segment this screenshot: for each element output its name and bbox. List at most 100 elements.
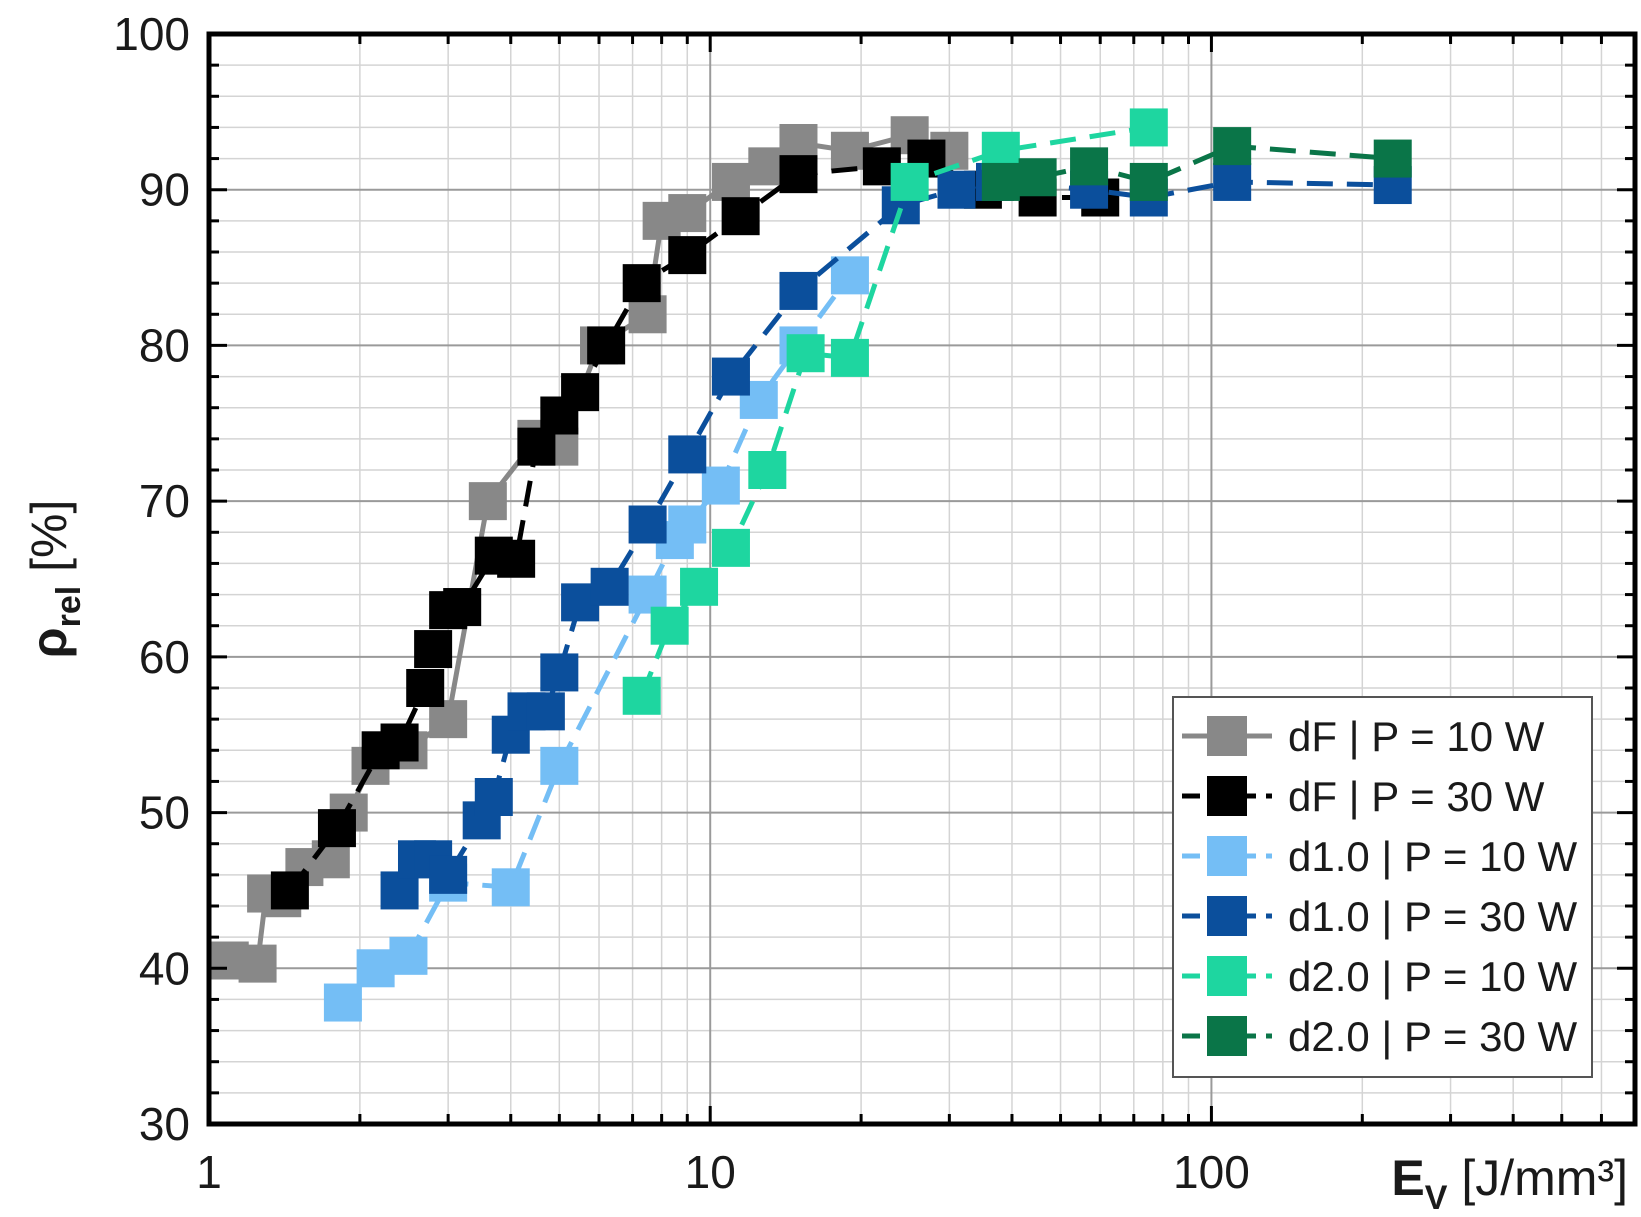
x-axis-symbol: E bbox=[1391, 1150, 1424, 1206]
data-point bbox=[356, 949, 395, 988]
y-tick-label: 80 bbox=[139, 319, 190, 371]
data-point bbox=[721, 197, 760, 236]
x-tick-label: 1 bbox=[196, 1146, 222, 1198]
legend-marker bbox=[1207, 716, 1247, 756]
legend-label: d1.0 | P = 10 W bbox=[1288, 833, 1577, 880]
data-point bbox=[389, 936, 428, 975]
y-tick-label: 100 bbox=[113, 8, 190, 60]
legend-marker bbox=[1207, 896, 1247, 936]
data-point bbox=[830, 338, 869, 377]
legend-item-5: d2.0 | P = 10 W bbox=[1182, 953, 1577, 1000]
y-tick-label: 90 bbox=[139, 164, 190, 216]
legend-label: d1.0 | P = 30 W bbox=[1288, 893, 1577, 940]
data-point bbox=[628, 505, 667, 544]
data-point bbox=[668, 236, 707, 275]
data-point bbox=[830, 131, 869, 170]
legend: dF | P = 10 W dF | P = 30 W d1.0 | P = 10 … bbox=[1172, 696, 1593, 1078]
series-5 bbox=[622, 108, 1168, 715]
data-point bbox=[711, 162, 750, 201]
legend-label: dF | P = 10 W bbox=[1288, 713, 1545, 760]
data-point bbox=[779, 155, 818, 194]
legend-marker bbox=[1207, 776, 1247, 816]
data-point bbox=[468, 482, 507, 521]
y-axis-subscript: rel bbox=[50, 586, 88, 628]
legend-item-2: dF | P = 30 W bbox=[1182, 773, 1545, 820]
data-point bbox=[526, 692, 565, 731]
y-axis-symbol: ρ bbox=[21, 627, 77, 658]
data-point bbox=[497, 539, 536, 578]
legend-marker bbox=[1207, 836, 1247, 876]
legend-marker bbox=[1207, 1016, 1247, 1056]
data-point bbox=[540, 653, 579, 692]
series-6 bbox=[981, 127, 1412, 201]
series-4 bbox=[380, 162, 1412, 910]
y-tick-label: 70 bbox=[139, 475, 190, 527]
legend-label: d2.0 | P = 10 W bbox=[1288, 953, 1577, 1000]
y-tick-label: 60 bbox=[139, 631, 190, 683]
series-line-5 bbox=[639, 124, 1150, 697]
data-point bbox=[443, 588, 482, 627]
data-point bbox=[668, 505, 707, 544]
data-point bbox=[830, 256, 869, 295]
y-tick-label: 40 bbox=[139, 942, 190, 994]
x-axis-unit: [J/mm³] bbox=[1447, 1150, 1628, 1206]
data-point bbox=[650, 606, 689, 645]
data-point bbox=[937, 170, 976, 209]
y-axis-unit: [%] bbox=[21, 500, 77, 586]
x-axis-subscript: V bbox=[1425, 1179, 1448, 1217]
data-point bbox=[890, 162, 929, 201]
data-point bbox=[701, 466, 740, 505]
data-point bbox=[491, 868, 530, 907]
legend-label: dF | P = 30 W bbox=[1288, 773, 1545, 820]
series-layer bbox=[210, 108, 1412, 1022]
legend-marker bbox=[1207, 956, 1247, 996]
data-point bbox=[622, 264, 661, 303]
data-point bbox=[323, 983, 362, 1022]
data-point bbox=[1373, 139, 1412, 178]
data-point bbox=[1070, 147, 1109, 186]
data-point bbox=[622, 676, 661, 715]
legend-item-1: dF | P = 10 W bbox=[1182, 713, 1545, 760]
data-point bbox=[1213, 162, 1252, 201]
data-point bbox=[680, 567, 719, 606]
plot-frame bbox=[206, 31, 1638, 1127]
data-point bbox=[786, 334, 825, 373]
data-point bbox=[380, 723, 419, 762]
x-axis-title: EV [J/mm³] bbox=[1391, 1150, 1628, 1217]
legend-label: d2.0 | P = 30 W bbox=[1288, 1013, 1577, 1060]
data-point bbox=[540, 746, 579, 785]
data-point bbox=[711, 357, 750, 396]
data-point bbox=[668, 435, 707, 474]
y-axis-title: ρrel [%] bbox=[21, 500, 88, 659]
data-point bbox=[587, 326, 626, 365]
data-point bbox=[668, 194, 707, 233]
data-point bbox=[238, 944, 277, 983]
legend-item-6: d2.0 | P = 30 W bbox=[1182, 1013, 1577, 1060]
data-point bbox=[270, 871, 309, 910]
data-point bbox=[561, 373, 600, 412]
data-point bbox=[1129, 108, 1168, 147]
data-point bbox=[429, 855, 468, 894]
legend-box bbox=[1172, 696, 1593, 1078]
series-line-6 bbox=[1000, 143, 1393, 185]
y-tick-labels: 30 40 50 60 70 80 90 100 bbox=[113, 8, 190, 1150]
x-tick-label: 100 bbox=[1173, 1146, 1250, 1198]
data-point bbox=[1213, 127, 1252, 166]
data-point bbox=[1129, 162, 1168, 201]
legend-item-4: d1.0 | P = 30 W bbox=[1182, 893, 1577, 940]
y-tick-label: 30 bbox=[139, 1098, 190, 1150]
data-point bbox=[711, 528, 750, 567]
data-point bbox=[414, 630, 453, 669]
data-point bbox=[590, 567, 629, 606]
data-point bbox=[317, 809, 356, 848]
data-point bbox=[779, 271, 818, 310]
data-point bbox=[406, 669, 445, 707]
x-tick-label: 10 bbox=[685, 1146, 736, 1198]
data-point bbox=[474, 778, 513, 816]
data-point bbox=[981, 162, 1020, 201]
legend-item-3: d1.0 | P = 10 W bbox=[1182, 833, 1577, 880]
x-tick-labels: 1 10 100 bbox=[196, 1146, 1250, 1198]
data-point bbox=[748, 451, 787, 489]
y-tick-label: 50 bbox=[139, 787, 190, 839]
